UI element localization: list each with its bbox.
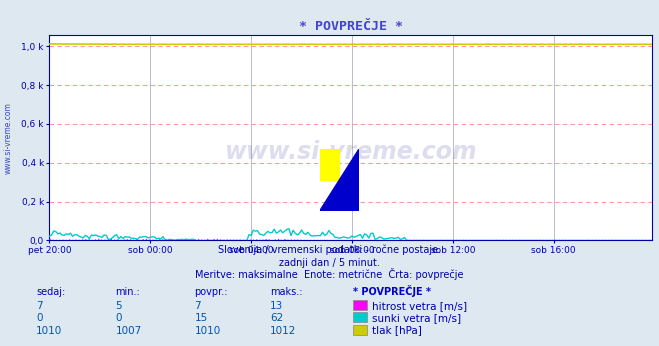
Text: * POVPREČJE *: * POVPREČJE *	[353, 285, 430, 297]
Text: 7: 7	[194, 301, 201, 311]
Polygon shape	[339, 149, 359, 180]
Text: 0: 0	[115, 313, 122, 323]
Text: povpr.:: povpr.:	[194, 287, 228, 297]
Text: zadnji dan / 5 minut.: zadnji dan / 5 minut.	[279, 258, 380, 268]
Text: Meritve: maksimalne  Enote: metrične  Črta: povprečje: Meritve: maksimalne Enote: metrične Črta…	[195, 268, 464, 280]
Text: 13: 13	[270, 301, 283, 311]
Text: 1007: 1007	[115, 326, 142, 336]
Text: sedaj:: sedaj:	[36, 287, 65, 297]
Text: 7: 7	[36, 301, 43, 311]
Text: maks.:: maks.:	[270, 287, 302, 297]
Text: 15: 15	[194, 313, 208, 323]
Text: www.si-vreme.com: www.si-vreme.com	[225, 140, 477, 164]
Text: www.si-vreme.com: www.si-vreme.com	[3, 102, 13, 174]
Text: Slovenija / vremenski podatki - ročne postaje.: Slovenija / vremenski podatki - ročne po…	[218, 245, 441, 255]
Text: 0: 0	[36, 313, 43, 323]
Text: hitrost vetra [m/s]: hitrost vetra [m/s]	[372, 301, 467, 311]
Text: sunki vetra [m/s]: sunki vetra [m/s]	[372, 313, 461, 323]
Text: tlak [hPa]: tlak [hPa]	[372, 326, 422, 336]
Bar	[320, 149, 339, 180]
Text: 62: 62	[270, 313, 283, 323]
Text: 5: 5	[115, 301, 122, 311]
Text: 1012: 1012	[270, 326, 297, 336]
Text: 1010: 1010	[194, 326, 221, 336]
Polygon shape	[320, 149, 359, 211]
Text: min.:: min.:	[115, 287, 140, 297]
Title: * POVPREČJE *: * POVPREČJE *	[299, 20, 403, 34]
Text: 1010: 1010	[36, 326, 63, 336]
